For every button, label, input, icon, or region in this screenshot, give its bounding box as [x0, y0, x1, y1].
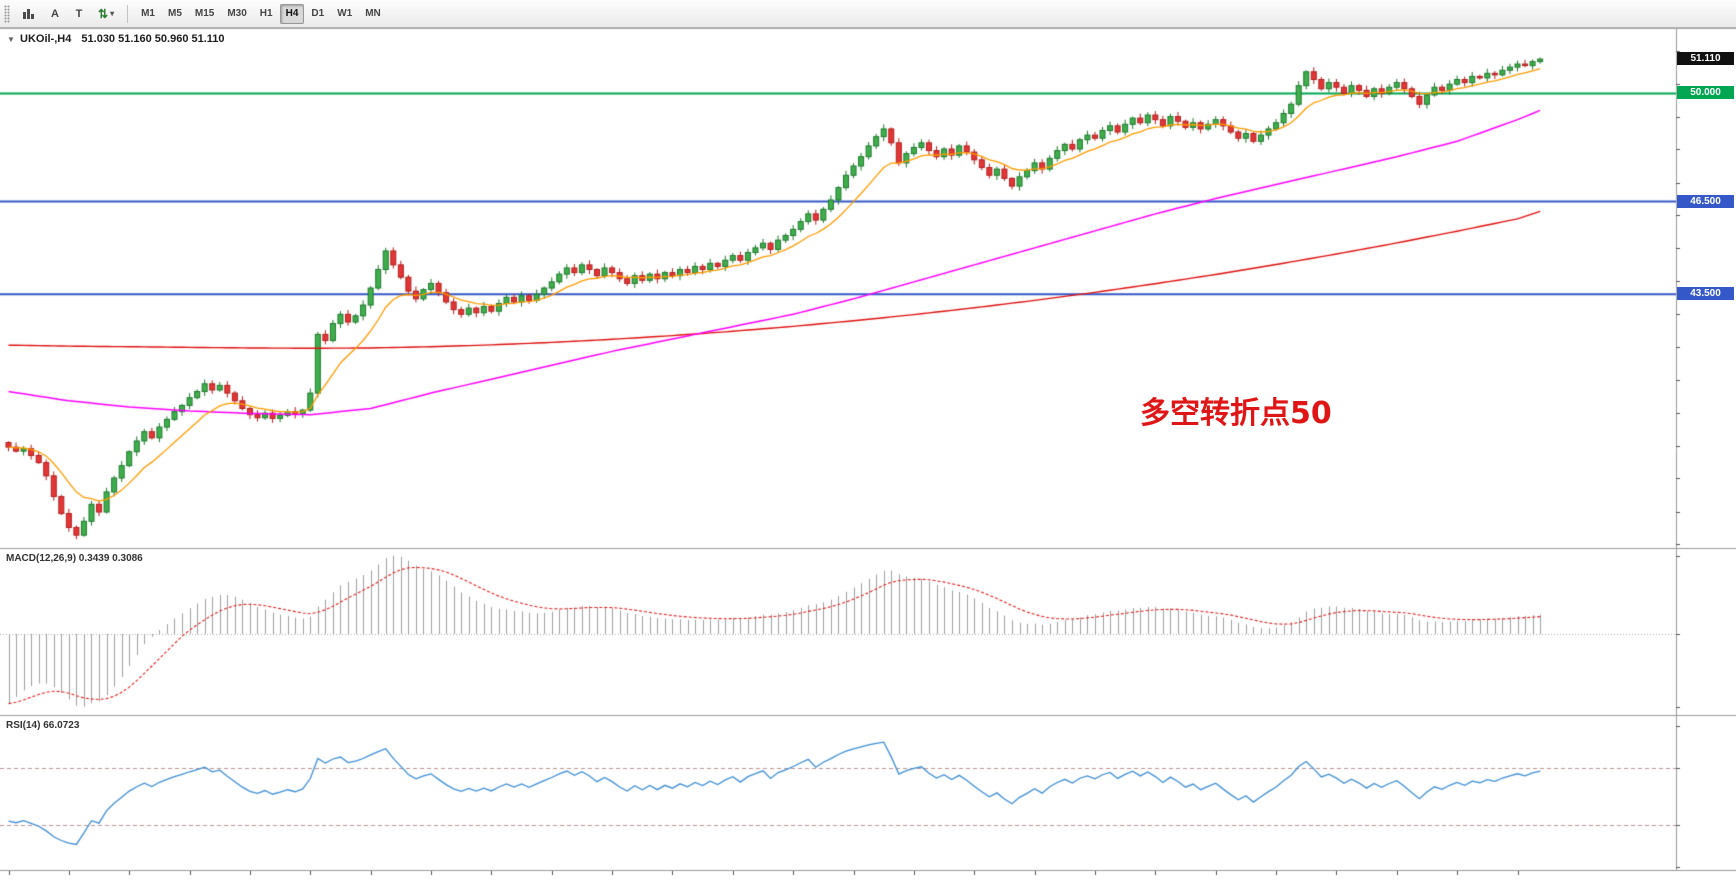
rsi-indicator-label: RSI(14) 66.0723	[6, 720, 80, 731]
price-tag-46.500: 46.500	[1677, 194, 1734, 208]
timeframe-m1-button[interactable]: M1	[135, 4, 161, 24]
price-axis[interactable]	[1676, 28, 1736, 871]
text-tool-button[interactable]: T	[68, 4, 90, 24]
pane-divider-axis[interactable]	[0, 868, 1676, 873]
label-tool-button[interactable]: A	[44, 4, 66, 24]
up-down-arrows-icon: ⇅	[98, 6, 109, 21]
bar-chart-icon	[23, 8, 34, 19]
symbol-timeframe-label: UKOil-,H4	[20, 33, 72, 45]
price-tag-43.500: 43.500	[1677, 287, 1734, 301]
timeframe-mn-button[interactable]: MN	[359, 4, 387, 24]
macd-indicator-label: MACD(12,26,9) 0.3439 0.3086	[6, 553, 143, 564]
price-tag-50.000: 50.000	[1677, 86, 1734, 100]
annotation-text[interactable]: 多空转折点50	[1140, 396, 1332, 431]
one-click-trading-toggle[interactable]: ▼	[7, 35, 15, 44]
timeframe-group: M1 M5 M15 M30 H1 H4 D1 W1 MN	[135, 3, 387, 24]
timeframe-w1-button[interactable]: W1	[331, 4, 358, 24]
pane-divider-rsi[interactable]	[0, 713, 1676, 718]
timeframe-m15-button[interactable]: M15	[189, 4, 220, 24]
toolbar-separator	[127, 4, 129, 23]
caret-down-icon: ▾	[110, 9, 115, 18]
toolbar-grip	[4, 4, 10, 23]
price-tag-51.110: 51.110	[1677, 52, 1734, 66]
timeframe-h1-button[interactable]: H1	[254, 4, 279, 24]
timeframe-h4-button[interactable]: H4	[279, 3, 305, 24]
indicators-dropdown-button[interactable]: ⇅ ▾	[92, 4, 120, 24]
timeframe-d1-button[interactable]: D1	[305, 4, 330, 24]
time-axis[interactable]	[0, 871, 1736, 894]
charts-palette-button[interactable]	[16, 4, 42, 24]
timeframe-m5-button[interactable]: M5	[162, 4, 188, 24]
pane-divider-macd[interactable]	[0, 546, 1676, 551]
ohlc-values: 51.030 51.160 50.960 51.110	[81, 33, 225, 45]
chart-title: UKOil-,H4 51.030 51.160 50.960 51.110	[20, 33, 225, 45]
toolbar: A T ⇅ ▾ M1 M5 M15 M30 H1 H4 D1 W1 MN	[0, 0, 1736, 28]
timeframe-m30-button[interactable]: M30	[221, 4, 252, 24]
